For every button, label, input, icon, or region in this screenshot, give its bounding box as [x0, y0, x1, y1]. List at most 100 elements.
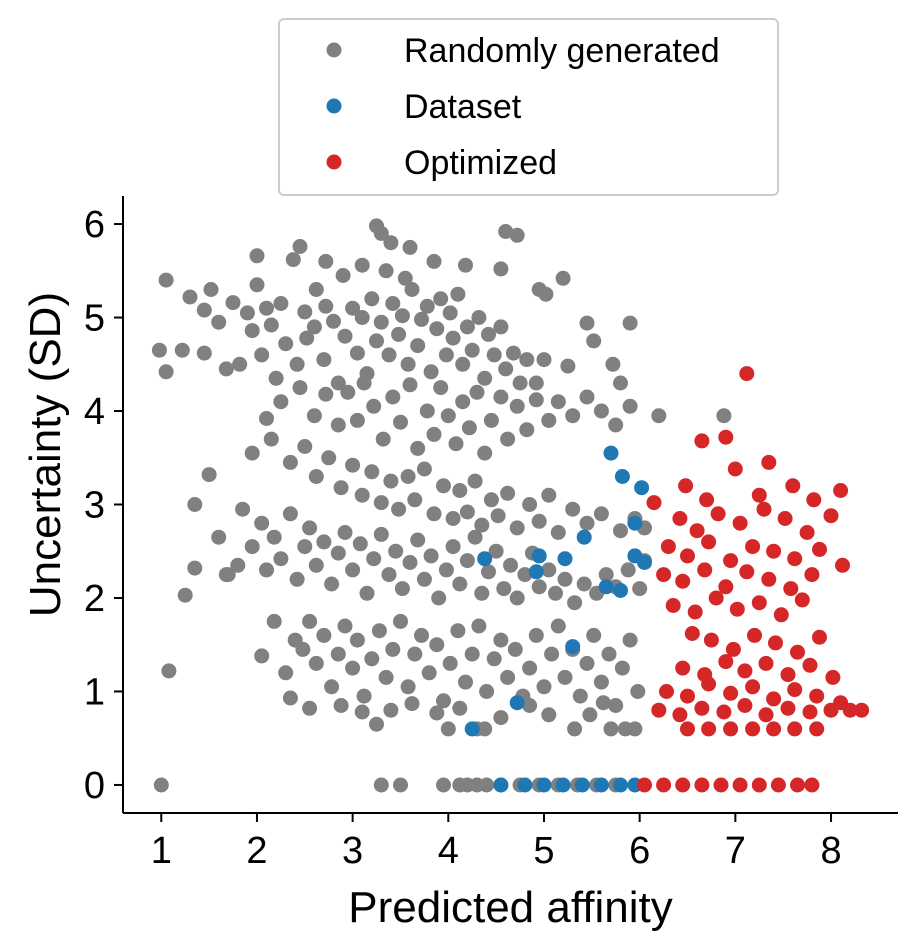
data-point	[694, 777, 710, 793]
data-point	[751, 595, 767, 611]
data-point	[572, 688, 588, 704]
data-point	[151, 342, 167, 358]
data-point	[244, 445, 260, 461]
data-point	[318, 298, 334, 314]
data-point	[330, 646, 346, 662]
data-point	[429, 637, 445, 653]
data-point	[263, 431, 279, 447]
data-point	[745, 679, 761, 695]
data-point	[544, 646, 560, 662]
data-point	[593, 674, 609, 690]
y-tick-label: 6	[84, 204, 105, 246]
data-point	[385, 389, 401, 405]
data-point	[505, 345, 521, 361]
data-point	[756, 501, 772, 517]
data-point	[285, 252, 301, 268]
data-point	[675, 777, 691, 793]
data-point	[785, 478, 801, 494]
data-point	[519, 352, 535, 368]
data-point	[675, 573, 691, 589]
data-point	[196, 345, 212, 361]
data-point	[718, 579, 734, 595]
data-point	[364, 651, 380, 667]
data-point	[436, 693, 451, 709]
data-point	[603, 445, 619, 461]
data-point	[203, 282, 219, 297]
data-point	[464, 342, 480, 358]
data-point	[804, 567, 820, 583]
data-point	[613, 777, 628, 793]
data-point	[541, 707, 557, 723]
data-point	[471, 310, 487, 325]
data-point	[330, 375, 346, 391]
data-point	[536, 352, 552, 368]
data-point	[421, 665, 437, 681]
data-point	[394, 581, 410, 597]
data-point	[225, 295, 241, 311]
data-point	[354, 310, 370, 325]
data-point	[659, 684, 674, 699]
data-point	[716, 408, 732, 424]
data-point	[646, 495, 662, 511]
data-point	[333, 698, 349, 713]
data-point	[235, 501, 251, 517]
data-point	[522, 698, 538, 713]
data-point	[442, 655, 458, 671]
data-point	[565, 639, 581, 655]
data-point	[299, 330, 315, 346]
data-point	[498, 361, 514, 377]
data-point	[601, 646, 617, 662]
data-point	[383, 702, 399, 718]
data-point	[732, 515, 748, 531]
data-point	[716, 704, 732, 720]
data-point	[282, 454, 298, 470]
data-point	[672, 511, 688, 526]
data-point	[375, 431, 391, 447]
data-point	[416, 571, 432, 587]
data-point	[541, 562, 557, 578]
data-point	[723, 685, 739, 701]
data-point	[608, 417, 624, 433]
data-point	[486, 651, 502, 667]
data-point	[452, 700, 468, 716]
data-point	[854, 702, 870, 718]
data-point	[345, 660, 361, 676]
data-point	[766, 691, 782, 707]
y-tick-label: 2	[84, 578, 105, 620]
data-point	[244, 539, 260, 555]
data-point	[404, 282, 420, 297]
y-tick-label: 4	[84, 391, 105, 433]
data-point	[302, 613, 318, 629]
data-point	[273, 296, 289, 311]
data-point	[777, 511, 793, 526]
data-point	[723, 721, 739, 737]
data-point	[770, 777, 786, 793]
data-point	[306, 319, 322, 335]
data-point	[366, 398, 382, 414]
data-point	[483, 412, 499, 428]
data-point	[352, 536, 368, 552]
data-point	[354, 257, 370, 273]
data-point	[153, 777, 169, 793]
data-point	[509, 590, 525, 606]
data-point	[400, 356, 416, 372]
data-point	[414, 627, 429, 643]
data-point	[697, 562, 713, 578]
data-point	[498, 224, 514, 239]
data-point	[809, 688, 825, 704]
data-point	[244, 323, 260, 339]
data-point	[493, 632, 509, 648]
data-point	[429, 705, 445, 721]
y-tick-label: 1	[84, 671, 105, 713]
data-point	[345, 300, 361, 316]
data-point	[295, 641, 311, 657]
data-point	[316, 534, 332, 550]
y-axis-title: Uncertainty (SD)	[21, 292, 70, 617]
data-point	[806, 492, 822, 508]
data-point	[802, 657, 818, 673]
data-point	[593, 403, 609, 419]
data-point	[507, 641, 523, 657]
data-point	[201, 467, 217, 483]
data-point	[297, 439, 313, 454]
